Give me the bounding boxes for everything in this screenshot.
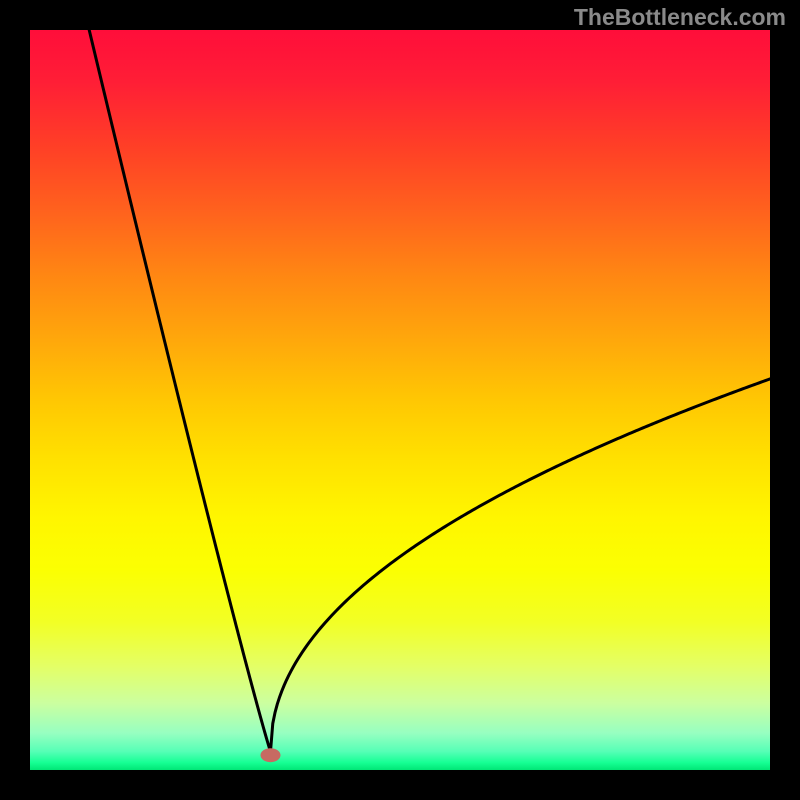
bottleneck-chart bbox=[0, 0, 800, 800]
optimal-point-marker bbox=[261, 748, 281, 762]
frame-right bbox=[770, 0, 800, 800]
frame-bottom bbox=[0, 770, 800, 800]
plot-background bbox=[30, 30, 770, 770]
watermark-text: TheBottleneck.com bbox=[574, 4, 786, 31]
frame-left bbox=[0, 0, 30, 800]
chart-container: TheBottleneck.com bbox=[0, 0, 800, 800]
